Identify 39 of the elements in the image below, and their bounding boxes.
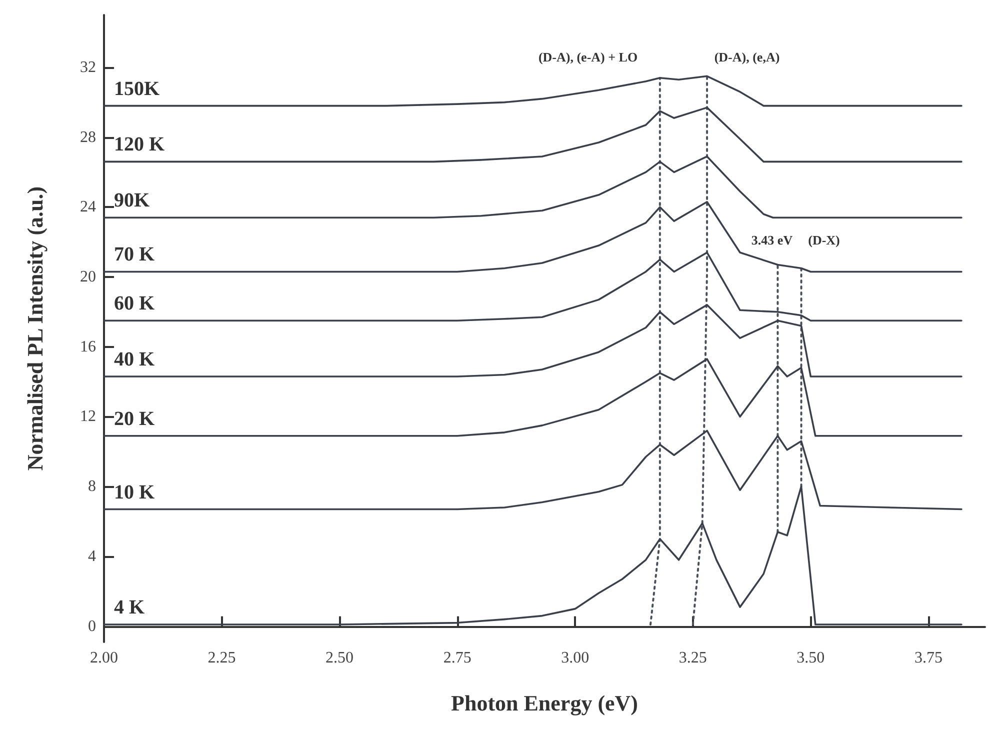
x-axis-title: Photon Energy (eV) bbox=[451, 690, 638, 716]
y-tick-label: 12 bbox=[80, 408, 96, 426]
series-label: 60 K bbox=[114, 292, 155, 315]
series-label: 150K bbox=[114, 78, 160, 100]
y-tick-label: 24 bbox=[80, 198, 96, 216]
line-series bbox=[103, 75, 962, 107]
x-tick-label: 2.25 bbox=[208, 650, 236, 666]
y-tick-label: 4 bbox=[88, 548, 96, 565]
x-tick-label: 3.75 bbox=[914, 650, 942, 666]
y-tick-label: 32 bbox=[80, 58, 96, 76]
line-series bbox=[103, 156, 962, 218]
y-axis-title: Normalised PL Intensity (a.u.) bbox=[22, 186, 48, 471]
y-tick-label: 0 bbox=[88, 618, 96, 635]
y-tick-label: 16 bbox=[80, 338, 96, 356]
line-series bbox=[103, 430, 962, 510]
annotation: (D-A), (e,A) bbox=[714, 50, 780, 64]
series-label: 70 K bbox=[114, 244, 155, 266]
series-label: 120 K bbox=[114, 134, 165, 156]
y-tick-label: 20 bbox=[80, 268, 96, 286]
line-series bbox=[103, 106, 962, 163]
x-tick-label: 2.50 bbox=[326, 650, 354, 666]
x-tick-label: 3.00 bbox=[561, 650, 590, 666]
x-tick-label: 3.50 bbox=[796, 650, 825, 666]
x-tick-label: 3.25 bbox=[678, 650, 707, 666]
series-label: 10 K bbox=[114, 481, 155, 504]
series-label: 40 K bbox=[114, 348, 155, 371]
annotation: (D-X) bbox=[808, 232, 840, 248]
annotation: 3.43 eV bbox=[751, 232, 794, 248]
x-tick-label: 2.00 bbox=[90, 650, 118, 666]
y-tick-label: 28 bbox=[80, 128, 96, 146]
y-tick-label: 8 bbox=[88, 478, 96, 496]
line-series bbox=[692, 75, 708, 626]
x-tick-label: 2.75 bbox=[443, 650, 472, 666]
line-series bbox=[650, 76, 661, 626]
line-series bbox=[103, 486, 962, 626]
series-label: 4 K bbox=[114, 596, 145, 619]
annotation: (D-A), (e-A) + LO bbox=[538, 50, 638, 64]
series-label: 90K bbox=[114, 190, 150, 212]
series-label: 20 K bbox=[114, 408, 155, 430]
